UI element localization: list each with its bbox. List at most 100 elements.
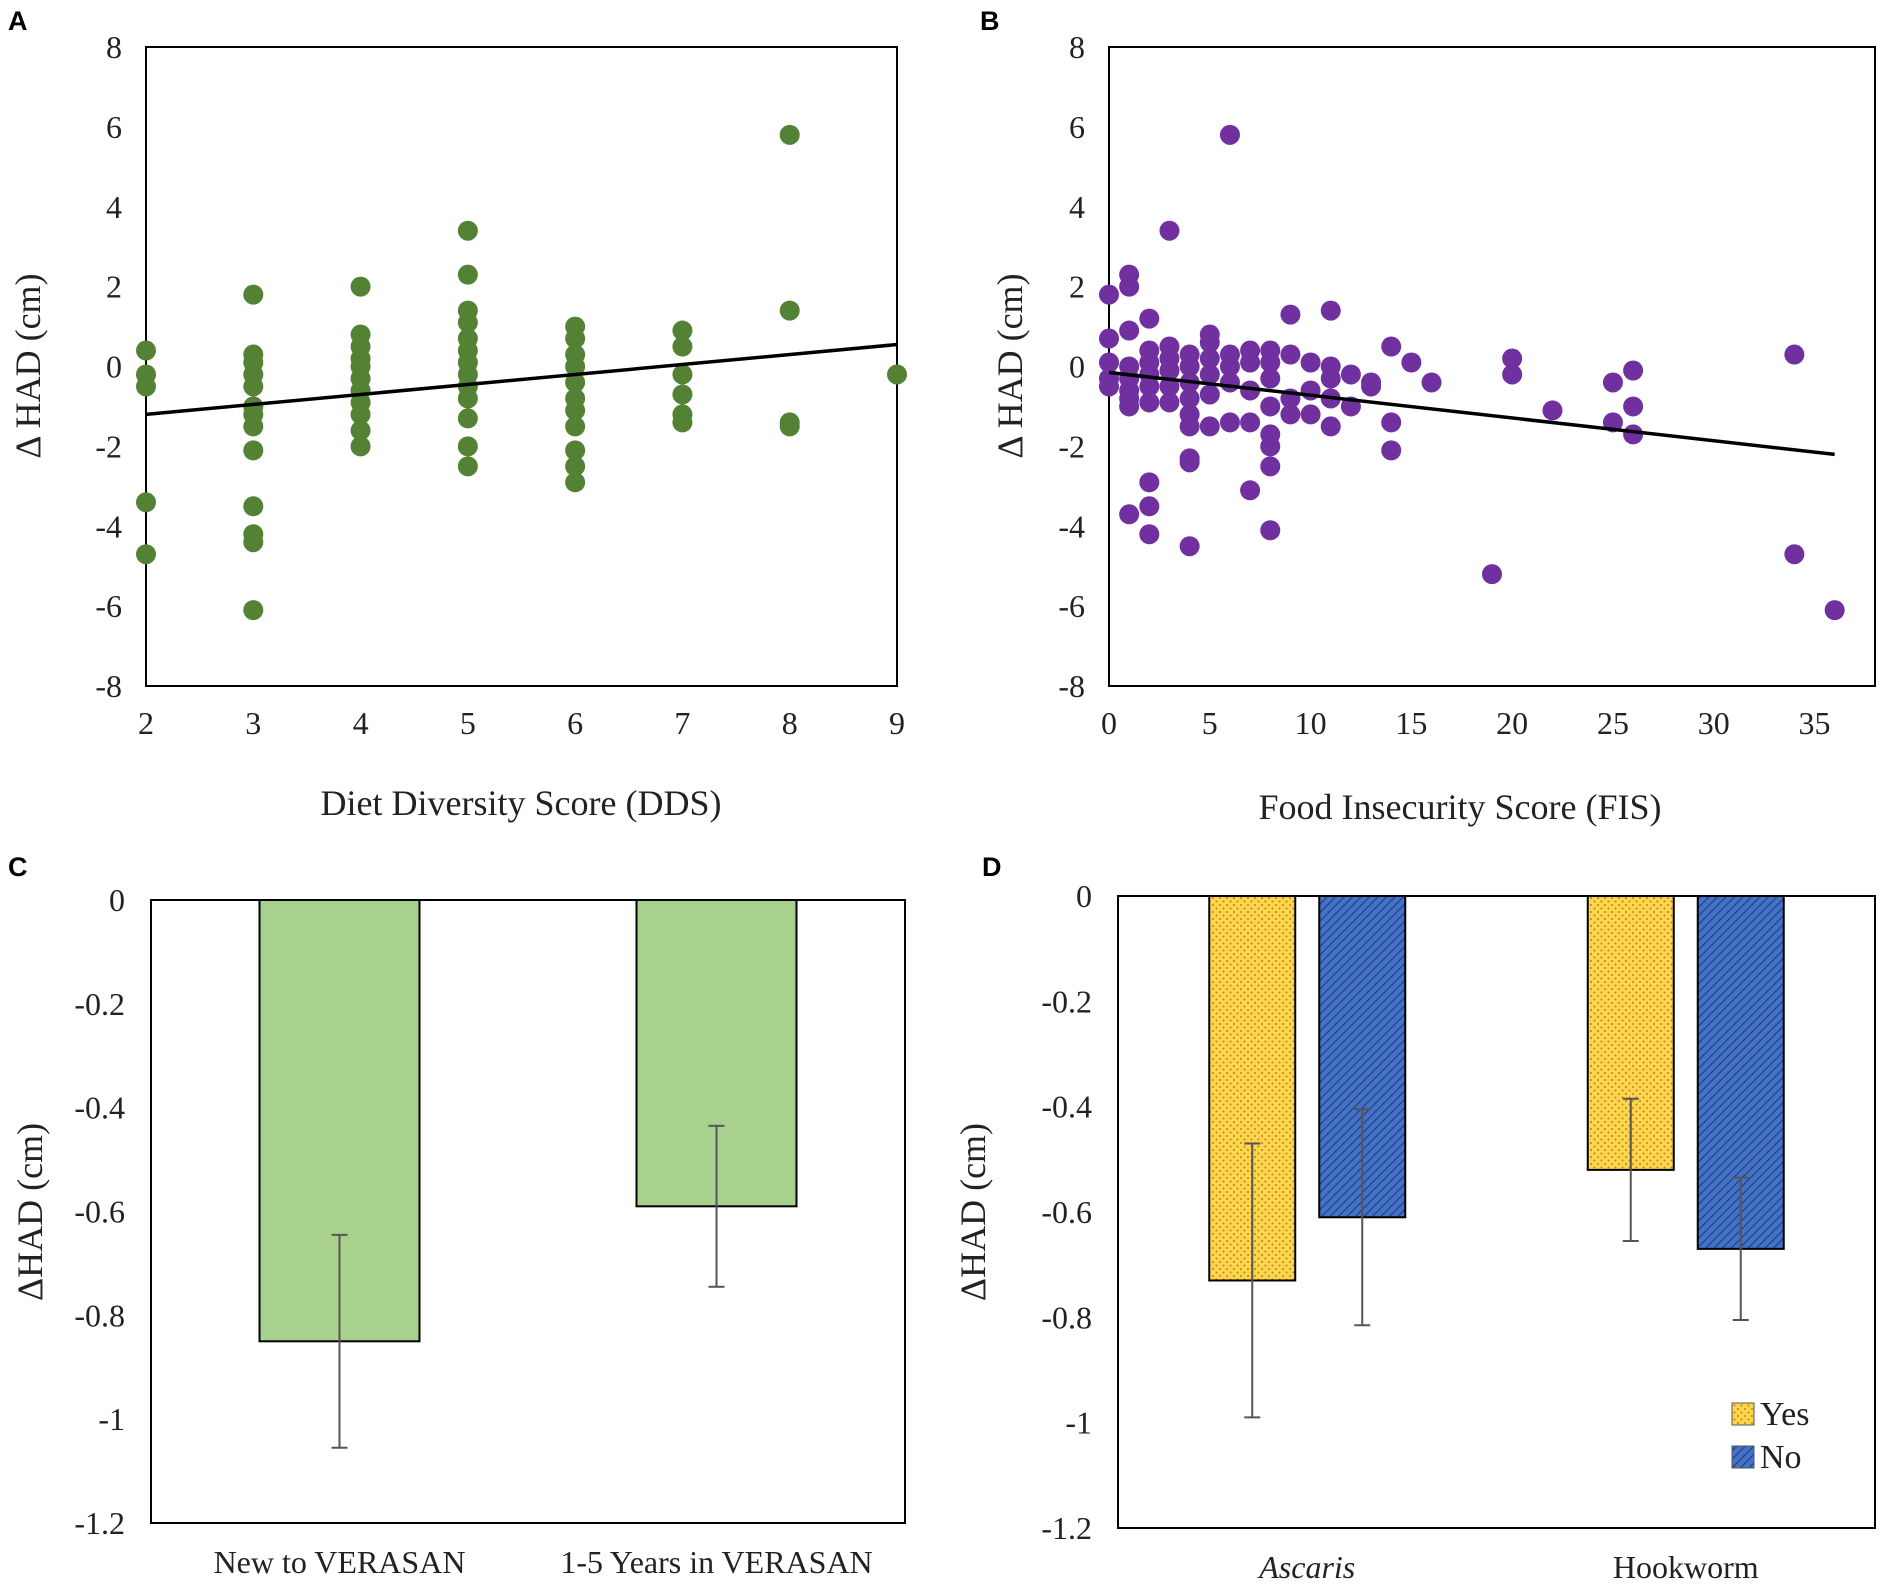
x-tick-label: 4 — [353, 705, 369, 741]
data-point — [243, 284, 264, 305]
y-tick-label: 0 — [106, 349, 122, 385]
data-point — [1139, 308, 1160, 329]
y-tick-label: -4 — [1058, 508, 1085, 544]
data-point — [243, 532, 264, 553]
panel-a-points — [136, 124, 907, 621]
data-point — [1119, 320, 1140, 341]
data-point — [1381, 440, 1402, 461]
data-point — [1602, 372, 1623, 393]
y-tick-label: -0.4 — [74, 1090, 125, 1126]
legend-no-swatch — [1731, 1445, 1755, 1469]
y-tick-label: 0 — [1069, 349, 1085, 385]
y-tick-label: 8 — [106, 29, 122, 65]
y-tick-label: 4 — [1069, 189, 1085, 225]
panel-d-plot-area — [1117, 895, 1876, 1529]
data-point — [1260, 520, 1281, 541]
data-point — [1381, 336, 1402, 357]
data-point — [1159, 392, 1180, 413]
category-label: Ascaris — [1257, 1549, 1355, 1585]
data-point — [1219, 372, 1240, 393]
x-tick-label: 3 — [245, 705, 261, 741]
panel-b-trendline — [1108, 370, 1835, 457]
data-point — [1139, 392, 1160, 413]
y-tick-label: -1.2 — [1041, 1510, 1092, 1546]
data-point — [243, 600, 264, 621]
data-point — [350, 404, 371, 425]
panel-b-y-axis-label: Δ HAD (cm) — [990, 273, 1030, 458]
panel-d-y-axis-label: ΔHAD (cm) — [953, 1123, 993, 1301]
panel-c-bars — [258, 899, 798, 1449]
panel-a: A 8 6 4 2 0 -2 -4 -6 -8 2 3 4 5 6 7 8 9 Diet Diversity … — [8, 6, 907, 823]
data-point — [779, 124, 800, 145]
data-point — [565, 328, 586, 349]
data-point — [1139, 524, 1160, 545]
data-point — [565, 400, 586, 421]
y-tick-label: -8 — [1058, 668, 1085, 704]
data-point — [136, 376, 156, 397]
panel-c-plot-area — [150, 899, 906, 1524]
y-tick-label: -0.4 — [1041, 1089, 1092, 1125]
data-point — [1260, 368, 1281, 389]
y-tick-label: -8 — [95, 668, 122, 704]
data-point — [1482, 564, 1502, 585]
data-point — [1300, 404, 1321, 425]
data-point — [1542, 400, 1563, 421]
panel-d-x-ticks: Ascaris Hookworm — [1257, 1549, 1758, 1585]
y-tick-label: 6 — [1069, 109, 1085, 145]
x-tick-label: 0 — [1101, 705, 1117, 741]
data-point — [457, 408, 478, 429]
data-point — [565, 356, 586, 377]
data-point — [565, 416, 586, 437]
data-point — [1199, 384, 1220, 405]
data-point — [1199, 348, 1220, 369]
y-tick-label: -0.6 — [74, 1194, 125, 1230]
data-point — [1784, 344, 1805, 365]
x-tick-label: 6 — [567, 705, 583, 741]
legend-yes-label: Yes — [1760, 1396, 1809, 1433]
data-point — [1280, 344, 1301, 365]
data-point — [350, 276, 371, 297]
panel-a-x-ticks: 2 3 4 5 6 7 8 9 — [138, 705, 905, 741]
data-point — [1179, 388, 1200, 409]
data-point — [1502, 364, 1523, 385]
y-tick-label: -0.2 — [1041, 983, 1092, 1019]
data-point — [1260, 396, 1281, 417]
y-tick-label: -0.6 — [1041, 1194, 1092, 1230]
y-tick-label: 0 — [109, 882, 125, 918]
panel-b-y-ticks: 8 6 4 2 0 -2 -4 -6 -8 — [1058, 29, 1085, 704]
data-point — [1219, 356, 1240, 377]
data-point — [1784, 544, 1805, 565]
data-point — [1099, 352, 1119, 373]
y-tick-label: -1 — [1065, 1405, 1092, 1441]
data-point — [457, 456, 478, 477]
y-tick-label: -4 — [95, 508, 122, 544]
data-point — [1199, 364, 1220, 385]
data-point — [457, 312, 478, 333]
data-point — [1502, 348, 1523, 369]
data-point — [565, 472, 586, 493]
data-point — [1159, 360, 1180, 381]
x-tick-label: 10 — [1295, 705, 1327, 741]
data-point — [565, 456, 586, 477]
data-point — [350, 436, 371, 457]
y-tick-label: -1 — [98, 1401, 125, 1437]
y-tick-label: -0.8 — [1041, 1299, 1092, 1335]
data-point — [565, 440, 586, 461]
data-point — [1824, 600, 1845, 621]
data-point — [243, 440, 264, 461]
data-point — [1320, 416, 1341, 437]
data-point — [1099, 284, 1119, 305]
panel-b-letter: B — [980, 6, 1000, 36]
y-tick-label: -0.2 — [74, 986, 125, 1022]
data-point — [779, 300, 800, 321]
x-tick-label: 25 — [1597, 705, 1629, 741]
y-tick-label: 0 — [1076, 878, 1092, 914]
data-point — [1219, 124, 1240, 145]
data-point — [565, 372, 586, 393]
y-tick-label: 8 — [1069, 29, 1085, 65]
x-tick-label: 30 — [1698, 705, 1730, 741]
data-point — [1159, 220, 1180, 241]
data-point — [243, 496, 264, 517]
panel-a-y-ticks: 8 6 4 2 0 -2 -4 -6 -8 — [95, 29, 122, 704]
